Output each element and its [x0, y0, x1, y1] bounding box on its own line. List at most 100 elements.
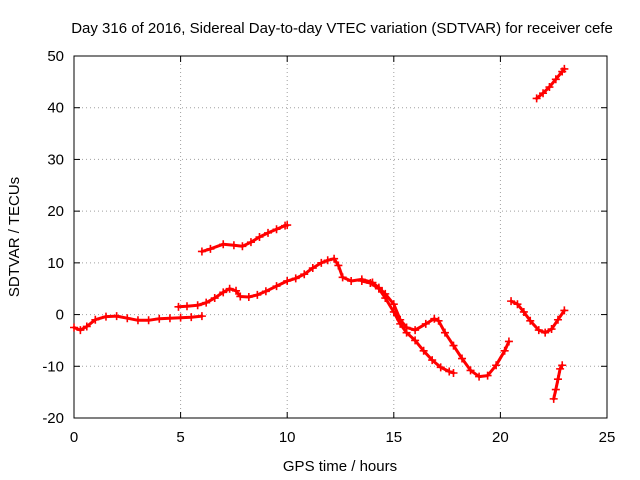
x-tick-label: 5 — [176, 429, 184, 446]
data-point-marker — [253, 290, 262, 299]
data-point-marker — [366, 279, 375, 288]
data-point-marker — [283, 221, 292, 230]
data-point-marker — [430, 314, 439, 323]
data-point-marker — [144, 316, 153, 325]
data-point-marker — [513, 300, 522, 309]
data-point-marker — [197, 312, 206, 321]
plot-frame — [73, 55, 608, 419]
data-point-marker — [347, 276, 356, 285]
data-point-marker — [547, 325, 556, 334]
data-point-marker — [165, 314, 174, 323]
data-point-marker — [396, 319, 405, 328]
data-point-marker — [291, 274, 300, 283]
data-point-marker — [458, 354, 467, 363]
x-tick-label: 25 — [599, 429, 616, 446]
data-point-marker — [272, 282, 281, 291]
data-point-marker — [246, 238, 255, 247]
data-point-marker — [532, 94, 541, 103]
data-point-marker — [197, 247, 206, 256]
data-point-marker — [210, 294, 219, 303]
data-point-marker — [507, 297, 516, 306]
data-point-marker — [389, 300, 398, 309]
grid-lines — [74, 56, 607, 418]
y-tick-label: 10 — [47, 255, 64, 272]
data-point-marker — [534, 326, 543, 335]
y-axis-label: SDTVAR / TECUs — [6, 177, 23, 297]
data-series — [70, 64, 569, 403]
data-point-marker — [123, 314, 132, 323]
y-tick-label: -10 — [42, 358, 64, 375]
data-point-marker — [176, 313, 185, 322]
x-axis-label: GPS time / hours — [283, 458, 397, 475]
data-point-marker — [374, 284, 383, 293]
series-segment-6 — [532, 64, 569, 103]
data-point-marker — [133, 316, 142, 325]
data-point-marker — [526, 316, 535, 325]
data-point-marker — [182, 302, 191, 311]
data-point-marker — [466, 366, 475, 375]
data-point-marker — [389, 307, 398, 316]
y-tick-label: 0 — [56, 307, 64, 324]
x-tick-label: 0 — [70, 429, 78, 446]
data-point-marker — [434, 316, 443, 325]
data-point-marker — [76, 326, 85, 335]
data-point-marker — [445, 367, 454, 376]
series-segment-5 — [507, 297, 569, 337]
data-point-marker — [411, 336, 420, 345]
data-point-marker — [232, 286, 241, 295]
x-tick-label: 20 — [492, 429, 509, 446]
data-point-marker — [82, 322, 91, 331]
data-point-marker — [236, 292, 245, 301]
data-point-marker — [300, 270, 309, 279]
data-point-marker — [283, 276, 292, 285]
data-point-marker — [541, 328, 550, 337]
data-point-marker — [101, 312, 110, 321]
data-point-marker — [558, 361, 567, 370]
data-point-marker — [219, 240, 228, 249]
data-point-marker — [449, 369, 458, 378]
data-point-marker — [244, 292, 253, 301]
data-point-marker — [411, 326, 420, 335]
data-point-marker — [421, 319, 430, 328]
series-segment-3 — [197, 221, 292, 256]
data-point-marker — [264, 228, 273, 237]
y-tick-label: 30 — [47, 151, 64, 168]
x-tick-label: 10 — [279, 429, 296, 446]
axis-ticks: 0 5 10 15 20 25 -20 -10 0 10 20 30 40 50 — [42, 48, 615, 446]
y-tick-label: 20 — [47, 203, 64, 220]
data-point-marker — [539, 89, 548, 98]
data-point-marker — [357, 276, 366, 285]
data-point-marker — [225, 284, 234, 293]
data-point-marker — [334, 261, 343, 270]
chart-title: Day 316 of 2016, Sidereal Day-to-day VTE… — [71, 20, 613, 37]
data-point-marker — [504, 337, 513, 346]
data-point-marker — [483, 371, 492, 380]
data-point-marker — [261, 287, 270, 296]
data-point-marker — [206, 244, 215, 253]
data-point-marker — [560, 64, 569, 73]
data-point-marker — [155, 314, 164, 323]
data-point-marker — [553, 315, 562, 324]
data-point-marker — [419, 346, 428, 355]
data-point-marker — [381, 294, 390, 303]
data-point-marker — [272, 225, 281, 234]
data-point-marker — [551, 75, 560, 84]
data-point-marker — [402, 328, 411, 337]
data-point-marker — [193, 301, 202, 310]
data-point-marker — [492, 361, 501, 370]
data-point-marker — [202, 298, 211, 307]
data-point-marker — [112, 312, 121, 321]
data-point-marker — [436, 363, 445, 372]
data-point-marker — [91, 315, 100, 324]
data-point-marker — [70, 323, 78, 332]
data-point-marker — [317, 258, 326, 267]
data-point-marker — [323, 256, 332, 265]
data-point-marker — [330, 254, 339, 263]
data-point-marker — [229, 241, 238, 250]
data-point-marker — [551, 385, 560, 394]
data-point-marker — [475, 372, 484, 381]
data-point-marker — [338, 273, 347, 282]
data-point-marker — [255, 233, 264, 241]
data-point-marker — [553, 375, 562, 384]
